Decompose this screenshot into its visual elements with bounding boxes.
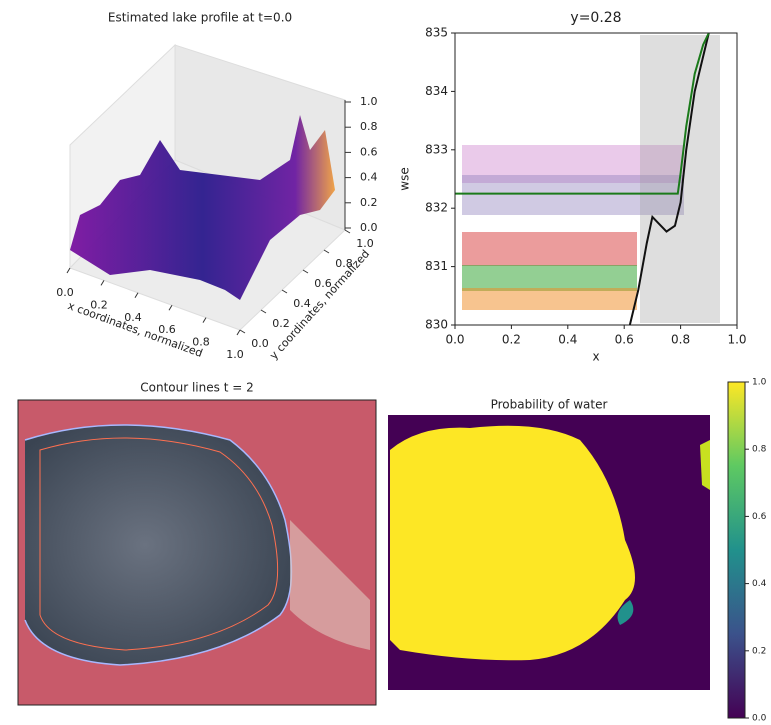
x-tick-label: 0.0 <box>445 333 464 347</box>
water-region <box>700 440 710 490</box>
colorbar <box>727 381 746 719</box>
x-tick <box>66 267 71 274</box>
x-tick-label: 1.0 <box>727 333 746 347</box>
x-tick-label: 0.2 <box>90 298 108 311</box>
y-tick <box>344 229 351 234</box>
plot-frame <box>454 32 738 326</box>
point-cloud <box>462 145 684 183</box>
x-tick-label: 0.8 <box>192 336 210 349</box>
x-tick <box>202 317 207 323</box>
y-tick-label: 832 <box>425 201 448 215</box>
z-tick-label: 0.6 <box>360 145 378 158</box>
x-axis-label: x <box>592 350 599 364</box>
scatter-clouds <box>462 35 720 323</box>
colorbar-tick-label: 0.8 <box>752 445 767 455</box>
chart-title: y=0.28 <box>570 10 621 26</box>
shore <box>290 520 370 650</box>
x-tick-label: 0.6 <box>158 323 176 336</box>
x-tick-label: 0.6 <box>615 333 634 347</box>
x-tick-label: 0.2 <box>502 333 521 347</box>
point-cloud <box>462 288 637 310</box>
colorbar-tick-label: 1.0 <box>752 378 767 388</box>
point-cloud <box>462 175 684 215</box>
point-cloud <box>462 265 637 291</box>
heatmap-image <box>388 415 710 690</box>
x-tick <box>134 292 139 299</box>
z-tick-label: 0.2 <box>360 196 378 209</box>
y-tick <box>281 289 288 294</box>
y-tick <box>302 269 309 274</box>
water-region <box>390 425 635 661</box>
y-tick-label: 0.2 <box>272 317 290 330</box>
y-tick <box>323 249 330 254</box>
x-tick-label: 1.0 <box>226 348 244 361</box>
colorbar-tick-label: 0.6 <box>752 512 767 522</box>
y-tick <box>260 309 267 314</box>
y-tick-label: 834 <box>425 84 448 98</box>
y-tick-label: 0.0 <box>251 337 269 350</box>
y-tick-label: 833 <box>425 142 448 156</box>
chart-title: Contour lines t = 2 <box>140 381 253 395</box>
y-tick-label: 0.8 <box>335 257 353 270</box>
point-cloud <box>462 232 637 266</box>
x-tick <box>100 280 105 286</box>
z-tick-label: 1.0 <box>360 95 378 108</box>
y-tick <box>239 329 246 334</box>
x-tick-label: 0.8 <box>671 333 690 347</box>
contour <box>39 437 279 651</box>
colorbar-tick-label: 0.4 <box>752 579 767 589</box>
x-tick-label: 0.4 <box>124 311 142 324</box>
z-tick-label: 0.4 <box>360 171 378 184</box>
y-tick-label: 1.0 <box>356 237 374 250</box>
y-tick-label: 0.4 <box>293 297 311 310</box>
line <box>455 32 710 195</box>
y-tick-label: 831 <box>425 259 448 273</box>
x-tick <box>168 304 173 311</box>
chart-title: Estimated lake profile at t=0.0 <box>108 11 292 25</box>
line <box>628 32 710 326</box>
satellite-image <box>18 400 376 705</box>
colorbar-tick-label: 0.0 <box>752 714 767 724</box>
z-tick-label: 0.0 <box>360 221 378 234</box>
x-tick-label: 0.4 <box>558 333 577 347</box>
water-region <box>617 600 634 625</box>
z-tick-label: 0.8 <box>360 120 378 133</box>
chart-title: Probability of water <box>491 398 608 412</box>
surface-panel <box>69 43 346 331</box>
y-tick-label: 830 <box>425 318 448 332</box>
lake <box>25 425 292 665</box>
y-tick-label: 0.6 <box>314 277 332 290</box>
x-tick-label: 0.0 <box>56 286 74 299</box>
surface <box>70 115 335 300</box>
y-tick-label: 835 <box>425 26 448 40</box>
image-frame <box>17 399 377 706</box>
y-axis-label: wse <box>398 167 412 190</box>
colorbar-tick-label: 0.2 <box>752 646 766 656</box>
x-tick <box>236 329 241 336</box>
